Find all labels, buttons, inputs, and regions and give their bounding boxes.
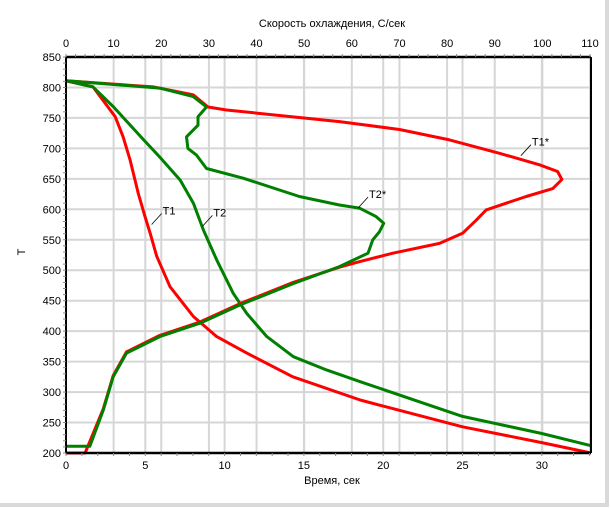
- label-leader-line: [520, 144, 532, 156]
- y-tick-label: 500: [43, 265, 61, 277]
- x-tick-label: 5: [142, 460, 148, 472]
- top-x-tick-label: 100: [533, 38, 551, 50]
- y-tick-label: 700: [43, 143, 61, 155]
- y-tick-label: 400: [43, 326, 61, 338]
- top-x-tick-label: 40: [250, 38, 262, 50]
- series-label: T1: [163, 206, 176, 218]
- y-tick-label: 450: [43, 296, 61, 308]
- x-tick-label: 30: [536, 460, 548, 472]
- top-x-tick-label: 10: [108, 38, 120, 50]
- series-line-t2: [65, 79, 592, 448]
- y-tick-label: 250: [43, 418, 61, 430]
- x-tick-label: 0: [63, 460, 69, 472]
- label-leader-line: [151, 213, 162, 225]
- top-x-tick-label: 50: [298, 38, 310, 50]
- top-x-tick-label: 80: [441, 38, 453, 50]
- series-line-t2-star: [65, 79, 386, 448]
- top-x-tick-label: 70: [393, 38, 405, 50]
- y-tick-label: 850: [43, 52, 61, 64]
- axes: 2002503003504004505005506006507007508008…: [43, 38, 599, 472]
- y-tick-label: 800: [43, 82, 61, 94]
- x-tick-label: 25: [456, 460, 468, 472]
- top-x-tick-label: 60: [346, 38, 358, 50]
- series-layer: [65, 79, 592, 455]
- y-tick-label: 200: [43, 448, 61, 460]
- label-leader-line: [357, 196, 369, 209]
- y-tick-label: 750: [43, 113, 61, 125]
- grid: [65, 56, 591, 454]
- series-labels: T1 T2 T1* T2*: [151, 137, 550, 227]
- top-x-tick-label: 110: [581, 38, 599, 50]
- y-tick-label: 600: [43, 204, 61, 216]
- label-leader-line: [202, 215, 213, 227]
- series-label: T2: [213, 207, 226, 219]
- y-tick-label: 650: [43, 174, 61, 186]
- top-axis-title: Скорость охлаждения, С/сек: [259, 18, 405, 30]
- y-tick-label: 300: [43, 387, 61, 399]
- y-tick-label: 350: [43, 357, 61, 369]
- x-tick-label: 10: [218, 460, 230, 472]
- x-tick-label: 20: [377, 460, 389, 472]
- series-line-t1: [65, 79, 592, 455]
- top-x-tick-label: 0: [63, 38, 69, 50]
- x-tick-label: 15: [298, 460, 310, 472]
- top-x-tick-label: 30: [203, 38, 215, 50]
- y-axis-title: T: [16, 248, 28, 255]
- series-label: T2*: [369, 189, 387, 201]
- series-label: T1*: [532, 137, 550, 149]
- top-x-tick-label: 20: [155, 38, 167, 50]
- x-axis-title: Время, сек: [304, 475, 360, 487]
- y-tick-label: 550: [43, 235, 61, 247]
- top-x-tick-label: 90: [489, 38, 501, 50]
